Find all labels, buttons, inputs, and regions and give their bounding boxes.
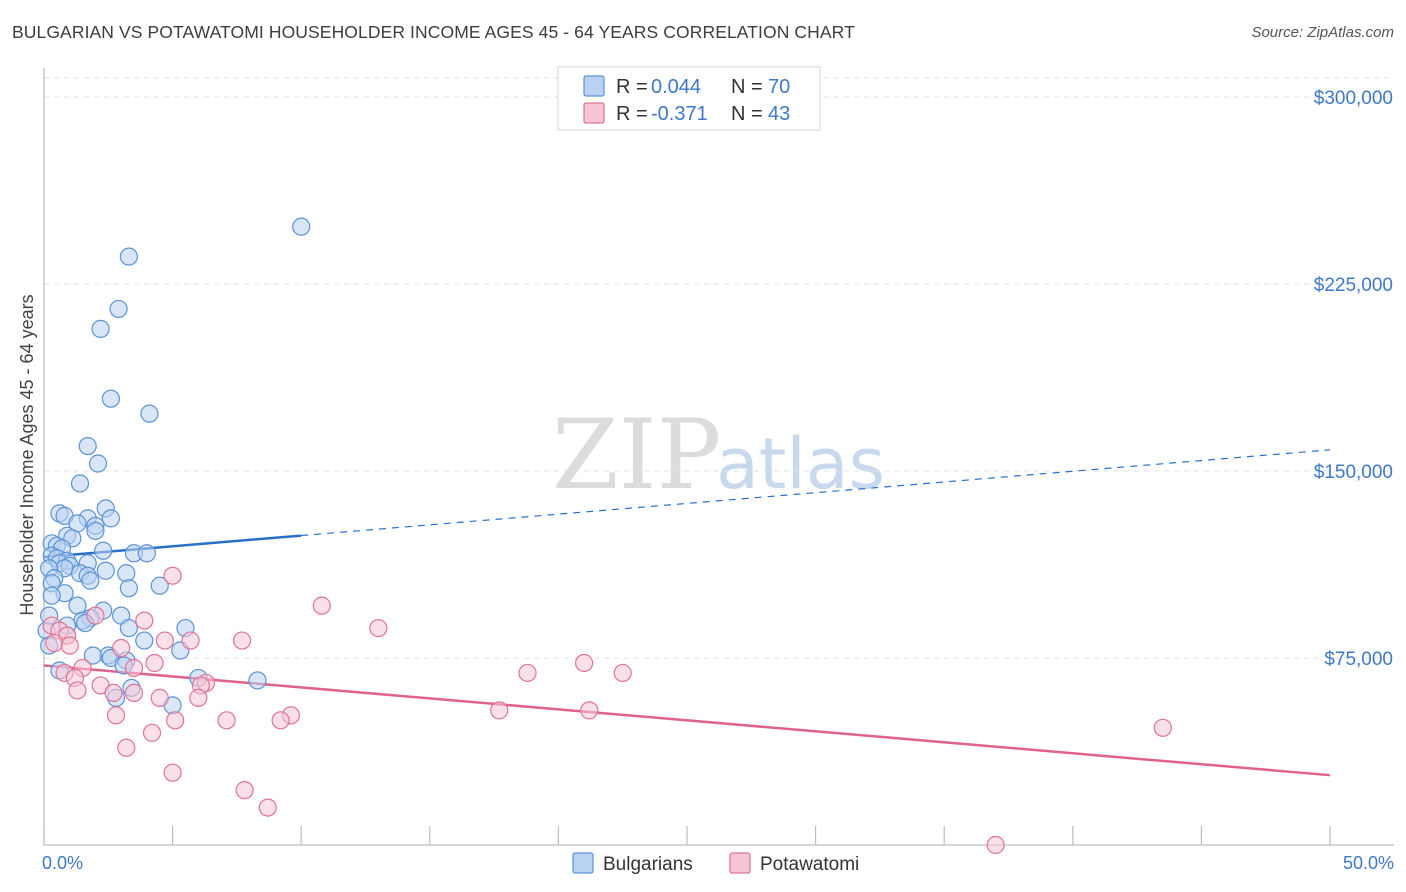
potawatomi-point-24: [124, 683, 144, 703]
potawatomi-point-33: [106, 706, 126, 725]
gridlines: [44, 77, 1394, 659]
potawatomi-point-28: [575, 653, 594, 673]
potawatomi-point-34: [217, 711, 236, 730]
bulgarians-point-52: [119, 618, 138, 638]
y-tick-label-2: $225,000: [1314, 275, 1393, 296]
bulgarians-point-4: [101, 389, 120, 408]
legend-n-value-bulgarians: 70: [768, 76, 790, 98]
potawatomi-point-13: [112, 638, 131, 658]
y-axis-label: Householder Income Ages 45 - 64 years: [17, 294, 37, 615]
potawatomi-points: [42, 566, 1172, 855]
potawatomi-point-4: [163, 566, 182, 585]
x-tick-max: 50.0%: [1343, 853, 1394, 873]
potawatomi-point-15: [124, 658, 144, 678]
potawatomi-point-30: [490, 701, 509, 720]
watermark: ZIP atlas: [552, 399, 885, 511]
potawatomi-point-12: [181, 631, 200, 650]
bulgarians-point-40: [150, 576, 169, 595]
bulgarians-point-55: [135, 631, 154, 650]
watermark-zip: ZIP: [552, 399, 721, 511]
potawatomi-point-42: [1153, 718, 1172, 737]
bulgarians-point-33: [96, 561, 115, 580]
source-credit: Source: ZipAtlas.com: [1251, 24, 1394, 41]
potawatomi-point-10: [60, 636, 79, 655]
bulgarians-point-8: [70, 474, 90, 493]
y-tick-label-3: $300,000: [1314, 88, 1393, 109]
series-legend: Bulgarians Potawatomi: [572, 852, 859, 875]
potawatomi-point-27: [518, 663, 537, 683]
bulgarians-point-59: [83, 646, 102, 665]
potawatomi-point-38: [117, 738, 136, 757]
bulgarians-point-7: [88, 454, 108, 473]
bulgarians-point-41: [119, 579, 138, 598]
bulgarians-point-16: [86, 521, 105, 540]
legend-swatch-potawatomi: [583, 102, 605, 124]
bottom-legend-potawatomi: Potawatomi: [760, 854, 859, 875]
legend-r-label-bulgarians: R =: [616, 76, 648, 98]
potawatomi-trend-line: [43, 664, 1331, 777]
legend-n-label-potawatomi: N =: [731, 103, 763, 125]
potawatomi-point-3: [45, 633, 64, 653]
potawatomi-point-35: [271, 711, 290, 730]
bulgarians-point-6: [78, 436, 97, 456]
potawatomi-point-43: [986, 835, 1005, 855]
potawatomi-point-23: [104, 683, 123, 703]
legend-n-label-bulgarians: N =: [731, 76, 763, 98]
potawatomi-point-37: [142, 723, 162, 742]
watermark-atlas: atlas: [716, 423, 885, 505]
y-tick-label-0: $75,000: [1324, 649, 1393, 670]
potawatomi-point-11: [155, 631, 174, 650]
bulgarians-point-65: [248, 671, 267, 690]
bulgarians-point-3: [91, 319, 110, 338]
potawatomi-point-29: [613, 663, 632, 683]
bulgarians-point-5: [140, 404, 159, 423]
potawatomi-point-36: [166, 711, 185, 730]
potawatomi-point-14: [145, 653, 164, 673]
bottom-legend-swatch-bulgarians: [572, 852, 594, 874]
bulgarians-point-38: [81, 571, 100, 590]
axes: [43, 68, 1394, 846]
x-tick-min: 0.0%: [42, 853, 83, 873]
bulgarians-points: [37, 217, 311, 715]
bulgarians-point-2: [109, 299, 128, 319]
potawatomi-point-39: [163, 763, 182, 782]
bulgarians-point-24: [137, 544, 156, 563]
legend-r-value-potawatomi: -0.371: [651, 103, 708, 125]
stats-legend: R = 0.044 N = 70 R = -0.371 N = 43: [557, 66, 821, 131]
bulgarians-point-1: [119, 247, 138, 266]
legend-r-value-bulgarians: 0.044: [651, 76, 701, 98]
bulgarians-point-43: [42, 586, 61, 605]
potawatomi-point-31: [580, 701, 599, 720]
bottom-legend-bulgarians: Bulgarians: [603, 854, 693, 875]
potawatomi-point-6: [369, 618, 388, 638]
legend-swatch-bulgarians: [583, 75, 605, 97]
potawatomi-point-7: [135, 611, 154, 630]
potawatomi-point-22: [68, 681, 87, 700]
bulgarians-point-13: [101, 509, 120, 528]
bulgarians-point-35: [117, 564, 136, 583]
potawatomi-point-5: [312, 596, 331, 615]
legend-r-label-potawatomi: R =: [616, 103, 648, 125]
bulgarians-trend-solid: [43, 534, 302, 559]
potawatomi-point-26: [189, 688, 208, 707]
bulgarians-point-22: [94, 541, 113, 560]
potawatomi-point-8: [86, 606, 105, 625]
y-tick-labels: $75,000 $150,000 $225,000 $300,000: [1314, 88, 1393, 670]
potawatomi-point-41: [258, 798, 277, 817]
potawatomi-point-25: [150, 688, 169, 707]
bulgarians-point-0: [292, 217, 311, 236]
chart-title: BULGARIAN VS POTAWATOMI HOUSEHOLDER INCO…: [12, 22, 855, 42]
y-tick-label-1: $150,000: [1314, 462, 1393, 483]
bulgarians-trend-dashed: [301, 449, 1331, 537]
legend-n-value-potawatomi: 43: [768, 103, 790, 125]
potawatomi-point-9: [232, 631, 252, 650]
bottom-legend-swatch-potawatomi: [729, 852, 751, 874]
potawatomi-point-40: [235, 781, 254, 800]
